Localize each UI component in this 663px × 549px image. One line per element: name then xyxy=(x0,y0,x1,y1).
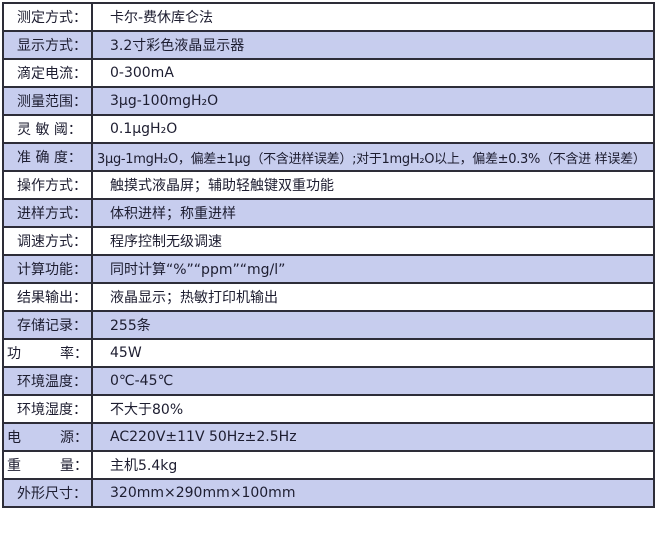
table-row: 电 源： AC220V±11V 50Hz±2.5Hz xyxy=(2,422,655,452)
spec-value-cell: 主机5.4kg xyxy=(91,450,655,480)
spec-value: 液晶显示；热敏打印机输出 xyxy=(110,290,278,306)
spec-value: 0-300mA xyxy=(110,65,174,81)
table-row: 调速方式： 程序控制无级调速 xyxy=(2,226,655,256)
spec-value-cell: 3μg-1mgH₂O，偏差±1μg（不含进样误差）;对于1mgH₂O以上，偏差±… xyxy=(91,142,655,172)
spec-value-cell: 不大于80% xyxy=(91,394,655,424)
spec-label: 操作方式： xyxy=(17,178,87,194)
spec-value: 45W xyxy=(110,345,142,361)
table-row: 准 确 度： 3μg-1mgH₂O，偏差±1μg（不含进样误差）;对于1mgH₂… xyxy=(2,142,655,172)
table-row: 外形尺寸： 320mm×290mm×100mm xyxy=(2,478,655,508)
spec-value-cell: 触摸式液晶屏；辅助轻触键双重功能 xyxy=(91,170,655,200)
spec-label: 环境温度： xyxy=(17,374,87,390)
spec-value-cell: 0-300mA xyxy=(91,58,655,88)
spec-label-right: 率： xyxy=(60,346,88,362)
spec-value: 0.1μgH₂O xyxy=(110,121,178,137)
spec-value-cell: AC220V±11V 50Hz±2.5Hz xyxy=(91,422,655,452)
spec-label-cell: 外形尺寸： xyxy=(2,478,93,508)
table-row: 测量范围： 3μg-100mgH₂O xyxy=(2,86,655,116)
spec-label-cell: 结果输出： xyxy=(2,282,93,312)
spec-label-cell: 灵 敏 阈： xyxy=(2,114,93,144)
spec-label: 滴定电流： xyxy=(17,66,87,82)
spec-label: 计算功能： xyxy=(17,262,87,278)
table-row: 进样方式： 体积进样；称重进样 xyxy=(2,198,655,228)
spec-value-cell: 0℃-45℃ xyxy=(91,366,655,396)
spec-label: 测定方式： xyxy=(17,10,87,26)
table-row: 功 率： 45W xyxy=(2,338,655,368)
table-row: 操作方式： 触摸式液晶屏；辅助轻触键双重功能 xyxy=(2,170,655,200)
spec-label: 电 xyxy=(7,430,21,446)
spec-value-cell: 同时计算“%”“ppm”“mg/l” xyxy=(91,254,655,284)
spec-label-cell: 操作方式： xyxy=(2,170,93,200)
spec-value-cell: 卡尔-费休库仑法 xyxy=(91,2,655,32)
spec-value: 卡尔-费休库仑法 xyxy=(110,10,214,26)
table-row: 结果输出： 液晶显示；热敏打印机输出 xyxy=(2,282,655,312)
spec-label-cell: 测量范围： xyxy=(2,86,93,116)
spec-label: 显示方式： xyxy=(17,38,87,54)
spec-value-cell: 3μg-100mgH₂O xyxy=(91,86,655,116)
spec-value-cell: 3.2寸彩色液晶显示器 xyxy=(91,30,655,60)
spec-label-cell: 进样方式： xyxy=(2,198,93,228)
spec-label-cell: 调速方式： xyxy=(2,226,93,256)
spec-label-cell: 滴定电流： xyxy=(2,58,93,88)
spec-label: 进样方式： xyxy=(17,206,87,222)
spec-table: 测定方式： 卡尔-费休库仑法 显示方式： 3.2寸彩色液晶显示器 滴定电流： 0… xyxy=(2,2,655,508)
spec-value-cell: 0.1μgH₂O xyxy=(91,114,655,144)
spec-label: 灵 敏 阈： xyxy=(17,122,82,138)
spec-label-cell: 环境湿度： xyxy=(2,394,93,424)
table-row: 环境温度： 0℃-45℃ xyxy=(2,366,655,396)
spec-value-cell: 255条 xyxy=(91,310,655,340)
spec-label: 调速方式： xyxy=(17,234,87,250)
table-row: 重 量： 主机5.4kg xyxy=(2,450,655,480)
spec-label-cell: 功 率： xyxy=(2,338,93,368)
spec-label-cell: 准 确 度： xyxy=(2,142,93,172)
spec-label: 存储记录： xyxy=(17,318,87,334)
spec-label: 外形尺寸： xyxy=(17,486,87,502)
table-row: 滴定电流： 0-300mA xyxy=(2,58,655,88)
table-row: 灵 敏 阈： 0.1μgH₂O xyxy=(2,114,655,144)
spec-value: 3μg-1mgH₂O，偏差±1μg（不含进样误差）;对于1mgH₂O以上，偏差±… xyxy=(97,151,646,167)
spec-label-right: 源： xyxy=(60,430,88,446)
spec-value: 255条 xyxy=(110,318,151,334)
spec-label-cell: 环境温度： xyxy=(2,366,93,396)
spec-label: 测量范围： xyxy=(17,94,87,110)
spec-value: 程序控制无级调速 xyxy=(110,234,222,250)
table-row: 环境湿度： 不大于80% xyxy=(2,394,655,424)
spec-label: 准 确 度： xyxy=(17,150,82,166)
spec-value: 3.2寸彩色液晶显示器 xyxy=(110,38,245,54)
spec-label-cell: 测定方式： xyxy=(2,2,93,32)
spec-value: 主机5.4kg xyxy=(110,458,178,474)
spec-value: 不大于80% xyxy=(110,402,184,418)
spec-label-cell: 计算功能： xyxy=(2,254,93,284)
spec-value-cell: 320mm×290mm×100mm xyxy=(91,478,655,508)
spec-label: 重 xyxy=(7,458,21,474)
table-row: 测定方式： 卡尔-费休库仑法 xyxy=(2,2,655,32)
spec-value: 0℃-45℃ xyxy=(110,373,174,389)
table-row: 显示方式： 3.2寸彩色液晶显示器 xyxy=(2,30,655,60)
spec-label-cell: 重 量： xyxy=(2,450,93,480)
spec-value: 触摸式液晶屏；辅助轻触键双重功能 xyxy=(110,178,334,194)
spec-label-cell: 显示方式： xyxy=(2,30,93,60)
spec-value-cell: 45W xyxy=(91,338,655,368)
spec-label-right: 量： xyxy=(60,458,88,474)
spec-value: 同时计算“%”“ppm”“mg/l” xyxy=(110,262,286,278)
table-row: 存储记录： 255条 xyxy=(2,310,655,340)
spec-value-cell: 体积进样；称重进样 xyxy=(91,198,655,228)
spec-value: AC220V±11V 50Hz±2.5Hz xyxy=(110,429,297,445)
spec-label-cell: 电 源： xyxy=(2,422,93,452)
spec-label: 功 xyxy=(7,346,21,362)
spec-value-cell: 程序控制无级调速 xyxy=(91,226,655,256)
spec-label: 结果输出： xyxy=(17,290,87,306)
spec-value: 3μg-100mgH₂O xyxy=(110,93,219,109)
spec-label-cell: 存储记录： xyxy=(2,310,93,340)
spec-value: 320mm×290mm×100mm xyxy=(110,485,296,501)
spec-label: 环境湿度： xyxy=(17,402,87,418)
spec-value: 体积进样；称重进样 xyxy=(110,206,236,222)
table-row: 计算功能： 同时计算“%”“ppm”“mg/l” xyxy=(2,254,655,284)
spec-value-cell: 液晶显示；热敏打印机输出 xyxy=(91,282,655,312)
